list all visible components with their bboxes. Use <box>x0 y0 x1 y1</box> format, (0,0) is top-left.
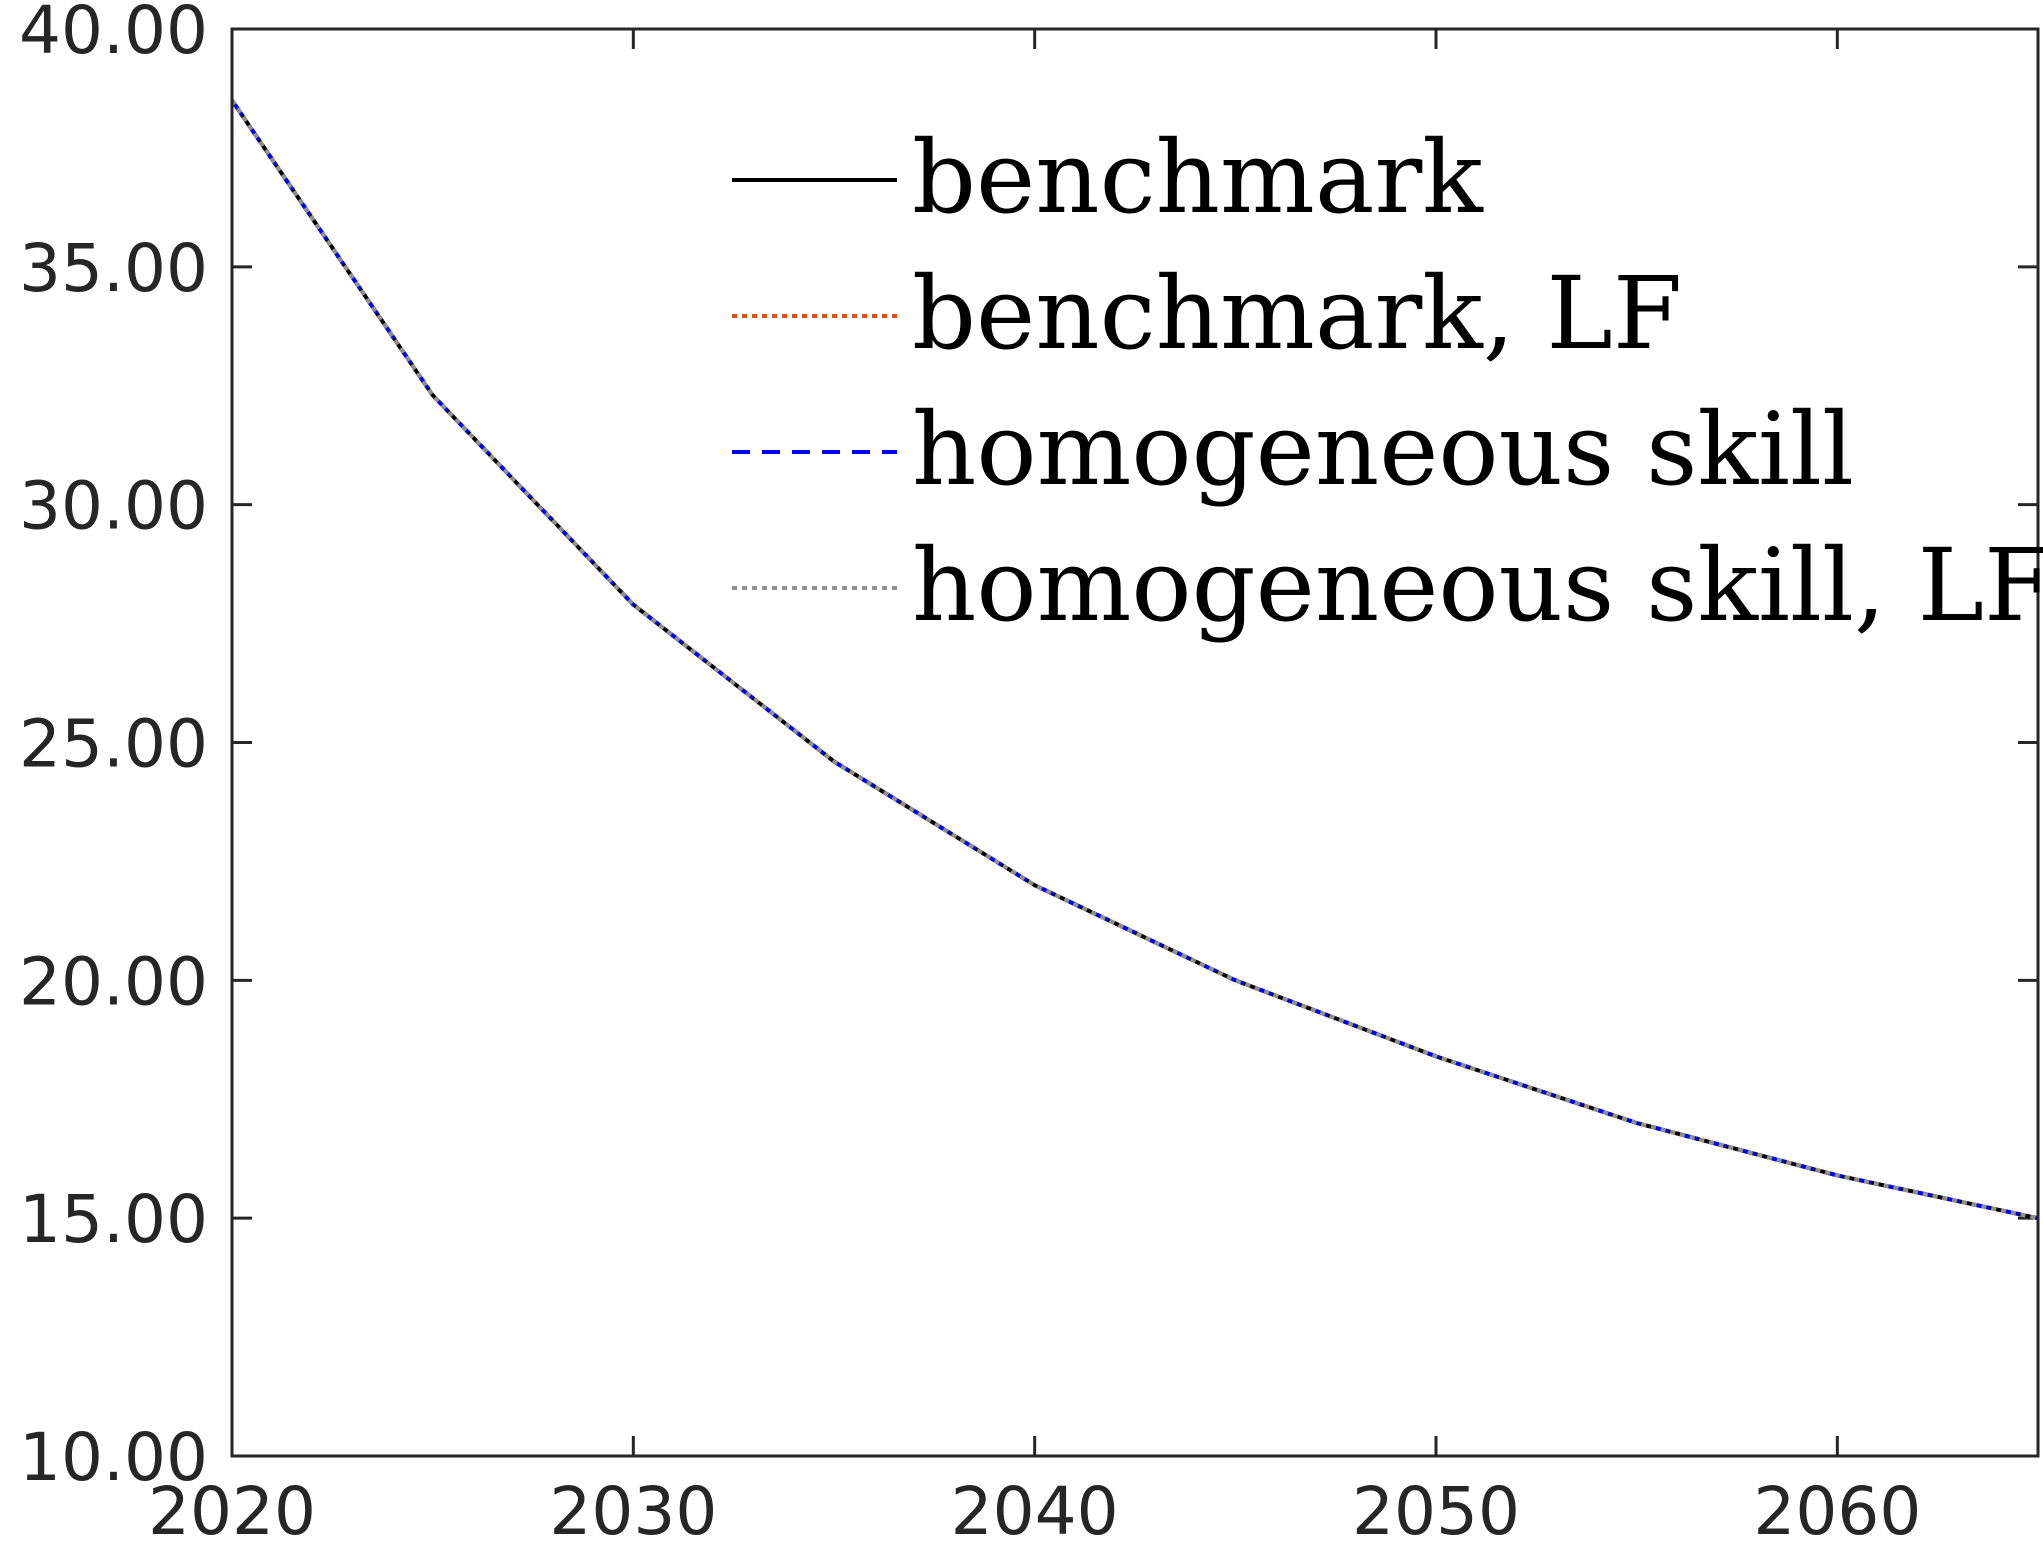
x-tick-label: 2060 <box>1753 1473 1921 1550</box>
y-tick-label: 40.00 <box>19 0 208 69</box>
x-tick-label: 2030 <box>549 1473 717 1550</box>
legend: benchmark benchmark, LF homogeneous skill h… <box>732 119 2043 644</box>
y-tick-label: 25.00 <box>19 706 208 783</box>
plot-area-frame <box>230 27 2040 1458</box>
legend-label-2: benchmark, LF <box>912 255 1682 372</box>
y-tick-label: 10.00 <box>19 1419 208 1496</box>
y-tick-label: 35.00 <box>19 230 208 307</box>
y-tick-label: 30.00 <box>19 468 208 545</box>
legend-label-3: homogeneous skill <box>912 391 1854 508</box>
x-tick-label: 2050 <box>1352 1473 1520 1550</box>
legend-label-4: homogeneous skill, LF <box>912 527 2043 644</box>
y-tick-label: 20.00 <box>19 943 208 1020</box>
x-tick-label: 2040 <box>951 1473 1119 1550</box>
series-lines <box>230 99 2039 1221</box>
series-line-4 <box>230 99 2039 1221</box>
legend-label-1: benchmark <box>912 119 1484 236</box>
y-tick-label: 15.00 <box>19 1181 208 1258</box>
x-tick-label: 2020 <box>148 1473 316 1550</box>
tick-labels: 2020 2030 2040 2050 2060 10.00 15.00 20.00 25.00… <box>19 0 1921 1550</box>
